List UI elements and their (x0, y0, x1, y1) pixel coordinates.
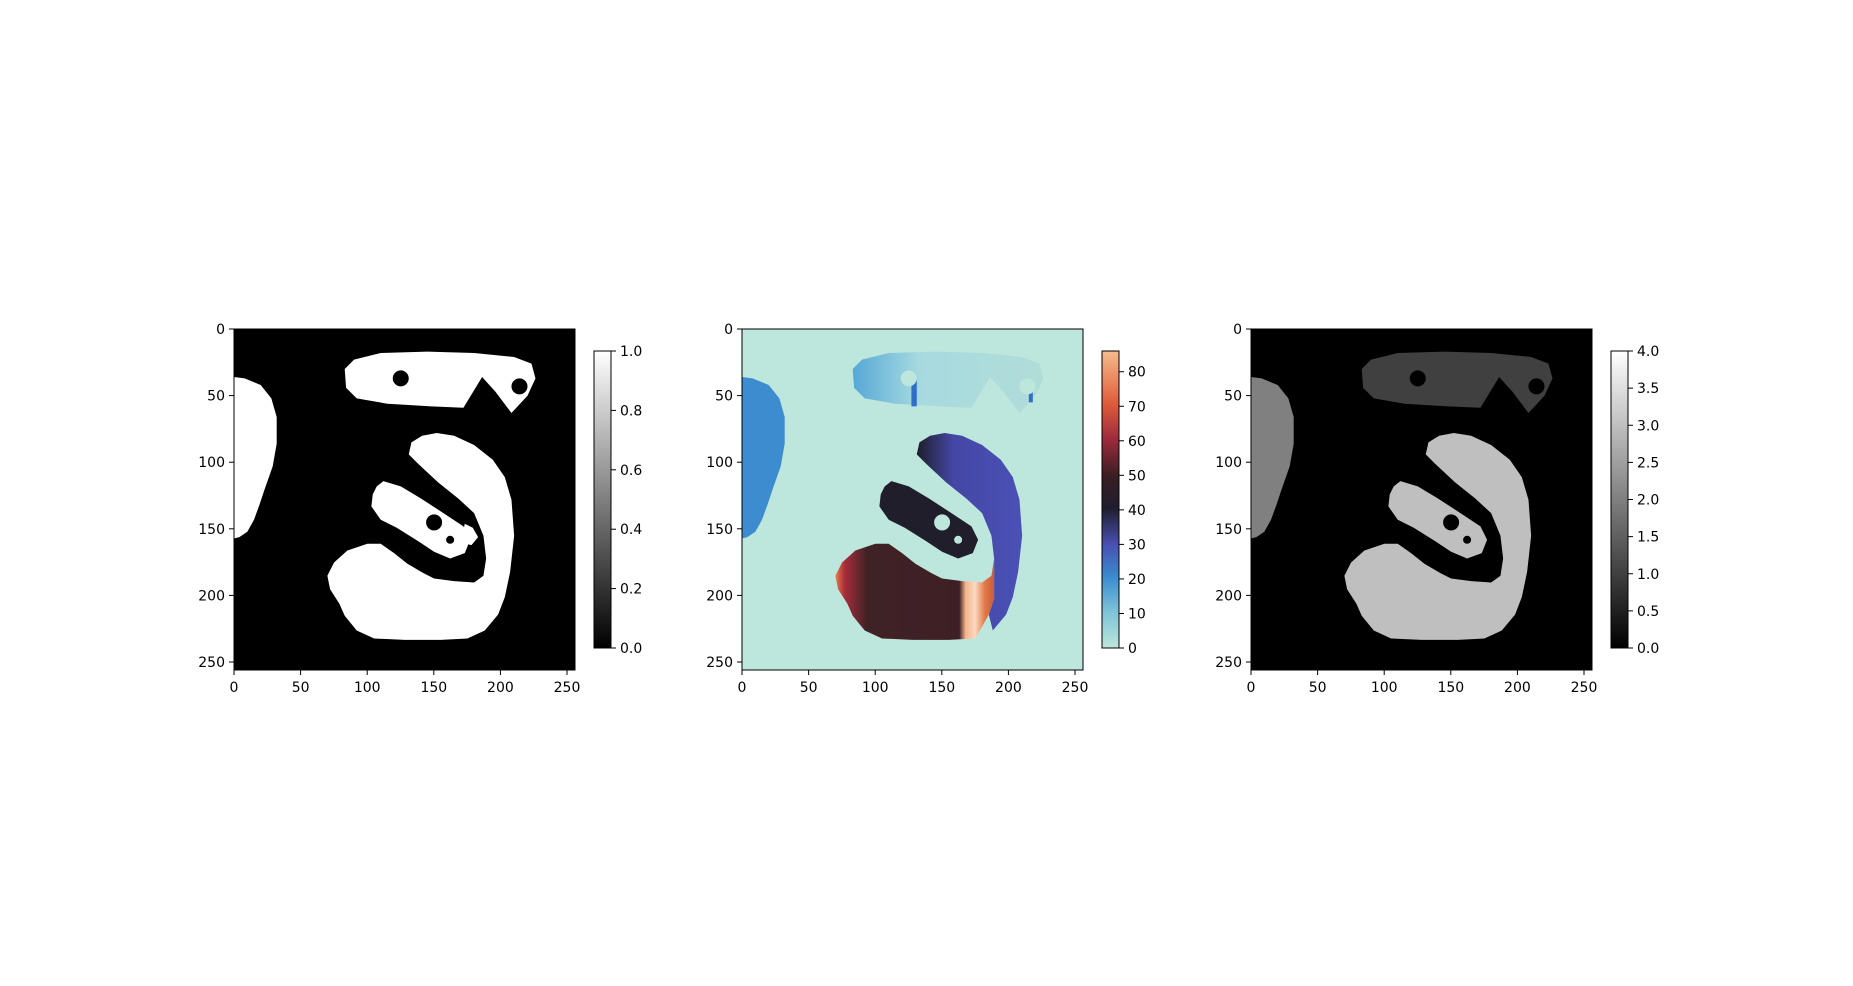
x-tick-label: 100 (1371, 680, 1398, 696)
x-tick-label: 50 (1309, 680, 1327, 696)
x-tick-label: 0 (738, 680, 747, 696)
y-tick-label: 150 (1215, 522, 1242, 538)
colorbar-tick-label: 0.0 (620, 641, 642, 657)
panel-label-map: 0 50 100 150 200 250 0 50 100 150 200 250 0.0 0.5 1.0… (1215, 322, 1659, 696)
colorbar-tick-label: 80 (1128, 365, 1146, 381)
colorbar-tick-label: 70 (1128, 399, 1146, 415)
y-tick-label: 150 (198, 522, 225, 538)
colorbar-tick-label: 0.6 (620, 463, 642, 479)
colorbar-tick-label: 3.5 (1637, 381, 1659, 397)
x-tick-label: 250 (554, 680, 581, 696)
y-tick-label: 150 (706, 522, 733, 538)
mask-hole (392, 370, 409, 387)
y-tick-label: 100 (198, 455, 225, 471)
y-tick-label: 0 (724, 322, 733, 338)
axes-frame (233, 328, 576, 671)
x-tick-label: 100 (862, 680, 889, 696)
panel-binary-mask: 0 50 100 150 200 250 0 50 100 150 200 250 0.0 0.2 0.4… (198, 322, 642, 696)
mask-hole (426, 514, 443, 531)
colorbar-tick-label: 0.0 (1637, 641, 1659, 657)
colorbar-tick-label: 50 (1128, 468, 1146, 484)
colorbar-tick-label: 20 (1128, 572, 1146, 588)
dist-hole (1019, 378, 1036, 395)
x-tick-label: 0 (1247, 680, 1256, 696)
y-tick-label: 100 (706, 455, 733, 471)
x-tick-label: 250 (1571, 680, 1598, 696)
colorbar-tick-label: 0.4 (620, 522, 642, 538)
x-tick-label: 150 (928, 680, 955, 696)
colorbar-tick-label: 60 (1128, 434, 1146, 450)
y-tick-label: 250 (198, 655, 225, 671)
colorbar-tick-label: 2.5 (1637, 455, 1659, 471)
mask-hole (511, 378, 528, 395)
dist-hole (900, 370, 917, 387)
label-hole (1463, 535, 1472, 544)
label-hole (1528, 378, 1545, 395)
colorbar-tick-label: 30 (1128, 537, 1146, 553)
x-tick-label: 150 (1437, 680, 1464, 696)
y-tick-label: 50 (715, 389, 733, 405)
y-tick-label: 250 (1215, 655, 1242, 671)
y-tick-label: 250 (706, 655, 733, 671)
colorbar: 0 10 20 30 40 50 60 70 80 (1101, 350, 1146, 657)
colorbar-tick-label: 4.0 (1637, 344, 1659, 360)
x-tick-label: 50 (800, 680, 818, 696)
y-tick-label: 200 (198, 588, 225, 604)
colorbar: 0.0 0.5 1.0 1.5 2.0 2.5 3.0 3.5 4.0 (1610, 344, 1659, 657)
y-tick-label: 50 (1224, 389, 1242, 405)
dist-stripe (911, 379, 917, 407)
axes-frame (1250, 328, 1593, 671)
dist-hole (934, 514, 951, 531)
x-tick-label: 200 (487, 680, 514, 696)
colorbar-tick-label: 3.0 (1637, 418, 1659, 434)
y-tick-label: 200 (706, 588, 733, 604)
panel-distance-map: 0 50 100 150 200 250 0 50 100 150 200 250 0 10 20 30 40… (706, 322, 1146, 696)
colorbar-tick-label: 40 (1128, 503, 1146, 519)
y-tick-label: 50 (207, 389, 225, 405)
axes-frame (741, 328, 1084, 671)
x-tick-label: 200 (1504, 680, 1531, 696)
mask-hole (446, 535, 455, 544)
label-hole (1443, 514, 1460, 531)
x-tick-label: 200 (995, 680, 1022, 696)
dist-stripe (1028, 389, 1033, 403)
colorbar-tick-label: 0.2 (620, 582, 642, 598)
colorbar-tick-label: 0.5 (1637, 604, 1659, 620)
colorbar: 0.0 0.2 0.4 0.6 0.8 1.0 (593, 344, 642, 657)
x-tick-label: 100 (354, 680, 381, 696)
x-tick-label: 50 (292, 680, 310, 696)
x-tick-label: 250 (1062, 680, 1089, 696)
dist-hole (954, 535, 963, 544)
x-tick-label: 150 (420, 680, 447, 696)
x-tick-label: 0 (230, 680, 239, 696)
colorbar-tick-label: 2.0 (1637, 493, 1659, 509)
colorbar-tick-label: 1.0 (620, 344, 642, 360)
colorbar-tick-label: 0.8 (620, 403, 642, 419)
y-tick-label: 0 (1233, 322, 1242, 338)
y-tick-label: 0 (216, 322, 225, 338)
colorbar-tick-label: 1.0 (1637, 567, 1659, 583)
colorbar-tick-label: 10 (1128, 606, 1146, 622)
colorbar-tick-label: 1.5 (1637, 530, 1659, 546)
colorbar-tick-label: 0 (1128, 641, 1137, 657)
y-tick-label: 200 (1215, 588, 1242, 604)
y-tick-label: 100 (1215, 455, 1242, 471)
label-hole (1409, 370, 1426, 387)
